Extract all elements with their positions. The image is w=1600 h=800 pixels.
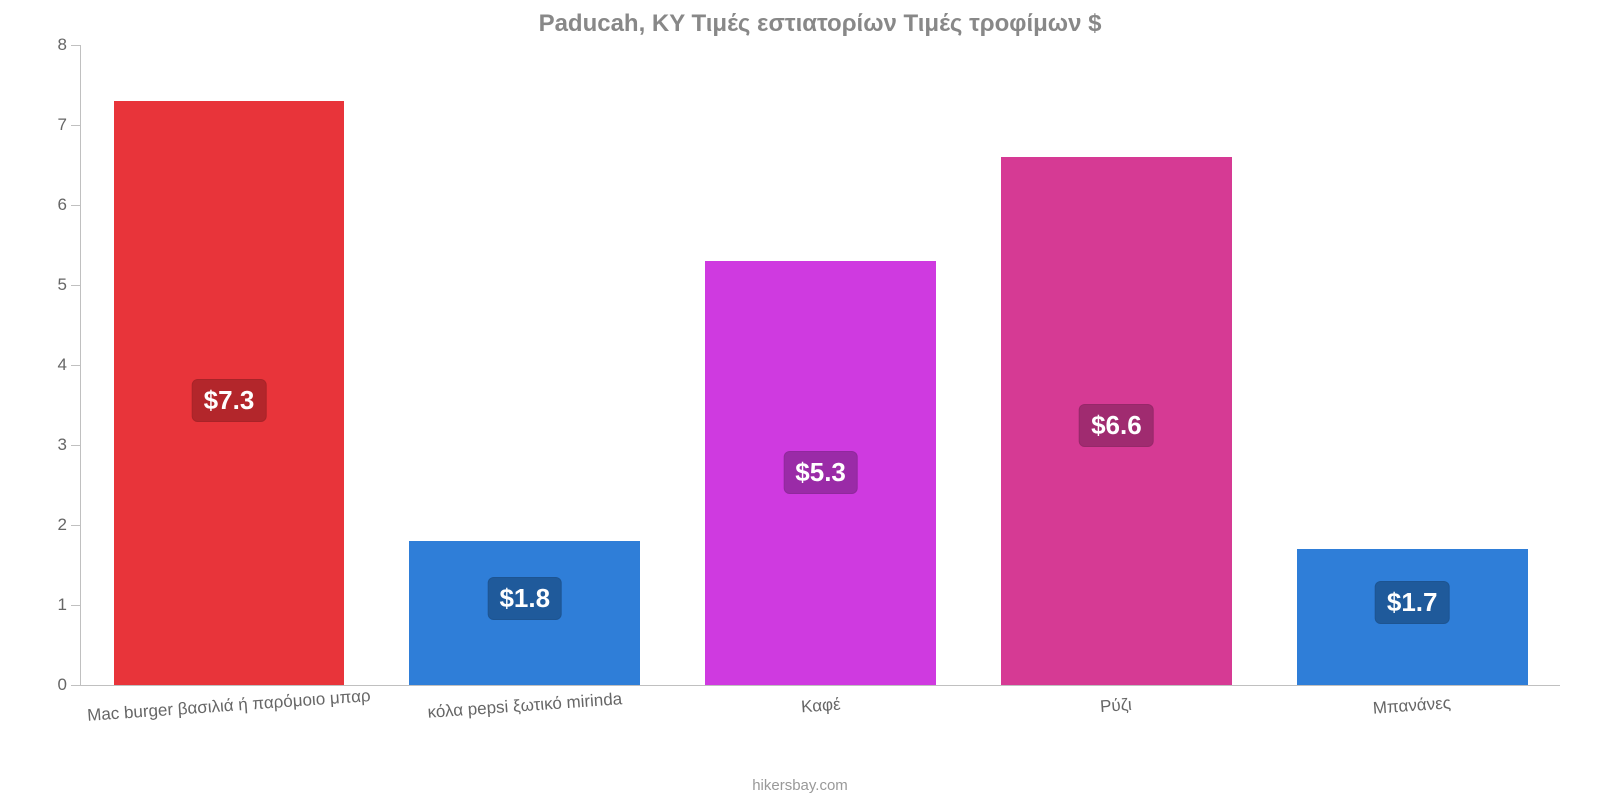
value-badge: $1.7: [1375, 581, 1450, 624]
value-badge: $7.3: [192, 379, 267, 422]
y-tick-label: 6: [58, 195, 81, 215]
chart-title: Paducah, KY Τιμές εστιατορίων Τιμές τροφ…: [80, 10, 1560, 38]
bar: $1.7: [1297, 549, 1528, 685]
y-tick-label: 3: [58, 435, 81, 455]
bar: $6.6: [1001, 157, 1232, 685]
y-tick-label: 5: [58, 275, 81, 295]
x-tick-label: Μπανάνες: [1264, 686, 1560, 727]
bar-slot: $5.3Καφέ: [673, 46, 969, 685]
value-badge: $6.6: [1079, 404, 1154, 447]
y-tick-label: 4: [58, 355, 81, 375]
bar-slot: $1.8κόλα pepsi ξωτικό mirinda: [377, 46, 673, 685]
bars-group: $7.3Mac burger βασιλιά ή παρόμοιο μπαρ$1…: [81, 46, 1560, 685]
y-tick-label: 0: [58, 675, 81, 695]
plot-area: $7.3Mac burger βασιλιά ή παρόμοιο μπαρ$1…: [80, 46, 1560, 686]
bar: $1.8: [409, 541, 640, 685]
bar-slot: $6.6Ρύζι: [968, 46, 1264, 685]
value-badge: $5.3: [783, 451, 858, 494]
bar: $5.3: [705, 261, 936, 685]
y-tick-label: 7: [58, 115, 81, 135]
y-tick-label: 1: [58, 595, 81, 615]
y-tick-label: 8: [58, 35, 81, 55]
bar-slot: $1.7Μπανάνες: [1264, 46, 1560, 685]
bar-slot: $7.3Mac burger βασιλιά ή παρόμοιο μπαρ: [81, 46, 377, 685]
chart-container: Paducah, KY Τιμές εστιατορίων Τιμές τροφ…: [0, 0, 1600, 800]
y-tick-label: 2: [58, 515, 81, 535]
footer-attribution: hikersbay.com: [0, 777, 1600, 794]
x-tick-label: κόλα pepsi ξωτικό mirinda: [376, 686, 672, 727]
x-tick-label: Mac burger βασιλιά ή παρόμοιο μπαρ: [81, 686, 377, 727]
value-badge: $1.8: [487, 577, 562, 620]
x-tick-label: Καφέ: [672, 686, 968, 727]
x-tick-label: Ρύζι: [968, 686, 1264, 727]
bar: $7.3: [114, 101, 345, 685]
